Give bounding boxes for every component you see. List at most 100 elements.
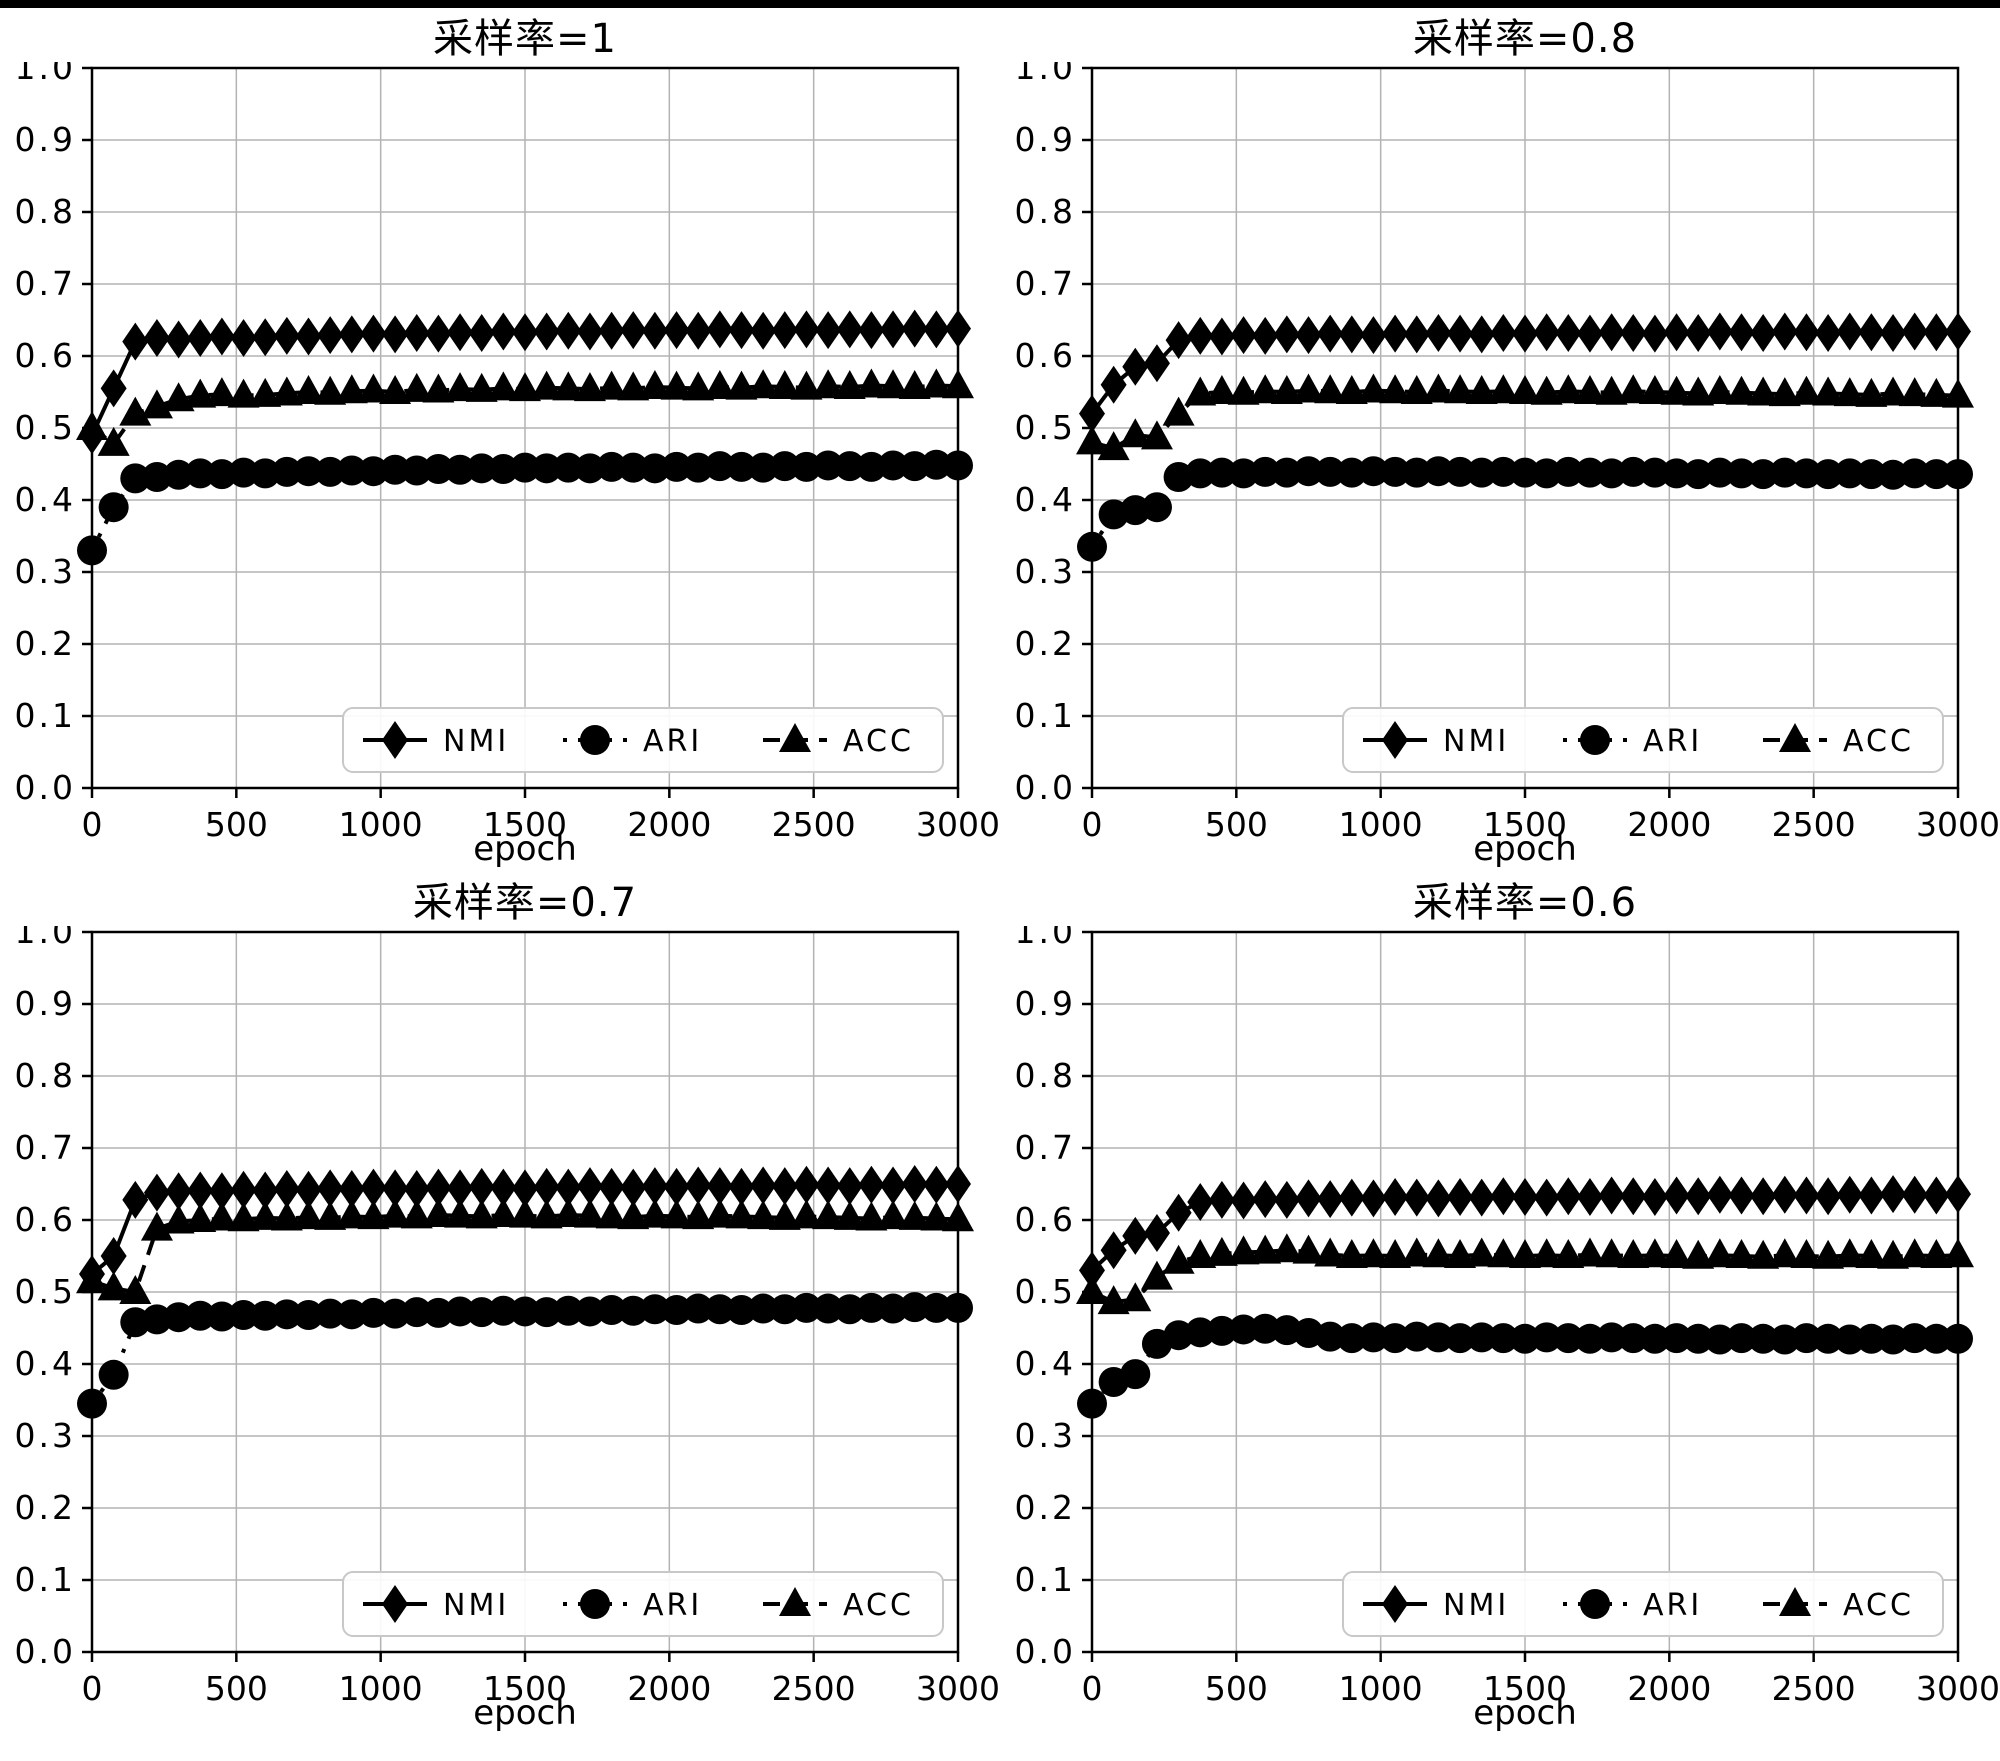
legend-label-ARI: ARI (1643, 724, 1702, 759)
x-tick-label: 1500 (483, 805, 567, 844)
y-tick-label: 0.8 (15, 192, 76, 231)
y-tick-label: 0.2 (15, 1488, 76, 1527)
legend: NMI ARI ACC (1342, 1571, 1944, 1637)
x-tick-label: 500 (205, 805, 268, 844)
x-tick-label: 1000 (1339, 1669, 1423, 1708)
x-tick-label: 2500 (1772, 1669, 1856, 1708)
x-axis-label: epoch (1473, 1693, 1577, 1733)
legend-label-ARI: ARI (1643, 1588, 1702, 1623)
y-tick-label: 0.7 (15, 264, 76, 303)
chart-plot: 0.0 0.1 0.2 0.3 0.4 0.5 0.6 0.7 0.8 0.9 1.0 0 500 100… (15, 62, 1000, 869)
y-tick-label: 0.0 (1015, 768, 1076, 807)
y-tick-label: 0.0 (1015, 1632, 1076, 1671)
charts-grid: 采样率=1 0.0 0.1 0.2 0.3 0.4 0.5 0.6 0.7 0.8 0.9 1.0 0… (0, 8, 2000, 1736)
y-tick-label: 0.9 (15, 120, 76, 159)
axes: 0.0 0.1 0.2 0.3 0.4 0.5 0.6 0.7 0.8 0.9 1.0 0 500 100… (15, 926, 1000, 1708)
y-tick-label: 0.0 (15, 768, 76, 807)
chart-panel-sampling-rate-0.7: 采样率=0.7 0.0 0.1 0.2 0.3 0.4 0.5 0.6 0.7 0.8 0.9 1.… (0, 872, 1000, 1736)
y-tick-label: 0.5 (15, 408, 76, 447)
y-tick-label: 0.8 (1015, 1056, 1076, 1095)
y-tick-label: 0.6 (1015, 336, 1076, 375)
x-tick-label: 500 (1205, 1669, 1268, 1708)
x-tick-label: 500 (1205, 805, 1268, 844)
x-tick-label: 0 (1082, 1669, 1103, 1708)
x-tick-label: 1500 (1483, 1669, 1567, 1708)
x-tick-label: 1000 (339, 1669, 423, 1708)
legend-label-ACC: ACC (843, 724, 914, 759)
y-tick-label: 0.5 (15, 1272, 76, 1311)
series-NMI (79, 309, 971, 455)
y-tick-label: 0.9 (1015, 120, 1076, 159)
y-tick-label: 0.6 (15, 336, 76, 375)
x-axis-label: epoch (1473, 829, 1577, 869)
chart-panel-sampling-rate-0.6: 采样率=0.6 0.0 0.1 0.2 0.3 0.4 0.5 0.6 0.7 0.8 0.9 1.… (1000, 872, 2000, 1736)
series-NMI (79, 1165, 971, 1293)
y-tick-label: 0.1 (15, 1560, 76, 1599)
legend-label-NMI: NMI (1443, 724, 1509, 759)
gridlines (1091, 67, 1959, 789)
legend-label-ACC: ACC (1843, 724, 1914, 759)
x-tick-label: 0 (82, 805, 103, 844)
series-ACC (76, 1197, 974, 1304)
y-tick-label: 0.1 (1015, 696, 1076, 735)
y-tick-label: 0.3 (15, 1416, 76, 1455)
x-tick-label: 3000 (916, 1669, 1000, 1708)
y-tick-label: 0.4 (1015, 480, 1076, 519)
x-tick-label: 2500 (772, 1669, 856, 1708)
chart-plot: 0.0 0.1 0.2 0.3 0.4 0.5 0.6 0.7 0.8 0.9 1.0 0 500 100… (1015, 926, 2000, 1733)
legend-label-NMI: NMI (443, 724, 509, 759)
gridlines (91, 67, 959, 789)
series-ACC (76, 368, 974, 456)
chart-panel-sampling-rate-0.8: 采样率=0.8 0.0 0.1 0.2 0.3 0.4 0.5 0.6 0.7 0.8 0.9 1.… (1000, 8, 2000, 872)
x-tick-label: 2500 (1772, 805, 1856, 844)
y-tick-label: 0.2 (1015, 1488, 1076, 1527)
x-tick-label: 1500 (1483, 805, 1567, 844)
chart-plot: 0.0 0.1 0.2 0.3 0.4 0.5 0.6 0.7 0.8 0.9 1.0 0 500 100… (1015, 62, 2000, 869)
y-tick-label: 0.3 (1015, 1416, 1076, 1455)
y-tick-label: 1.0 (15, 62, 76, 87)
y-tick-label: 0.0 (15, 1632, 76, 1671)
y-tick-label: 0.6 (1015, 1200, 1076, 1239)
y-tick-label: 0.9 (1015, 984, 1076, 1023)
chart-title: 采样率=0.7 (412, 880, 638, 926)
y-tick-label: 0.3 (1015, 552, 1076, 591)
y-tick-label: 0.1 (15, 696, 76, 735)
x-tick-label: 1500 (483, 1669, 567, 1708)
legend-label-ACC: ACC (1843, 1588, 1914, 1623)
x-tick-label: 2000 (1627, 805, 1711, 844)
legend: NMI ARI ACC (342, 707, 944, 773)
y-tick-label: 0.9 (15, 984, 76, 1023)
axes: 0.0 0.1 0.2 0.3 0.4 0.5 0.6 0.7 0.8 0.9 1.0 0 500 100… (1015, 62, 2000, 844)
gridlines (91, 931, 959, 1653)
y-tick-label: 0.8 (1015, 192, 1076, 231)
legend: NMI ARI ACC (1342, 707, 1944, 773)
chart-title: 采样率=0.8 (1412, 16, 1638, 62)
x-tick-label: 3000 (1916, 805, 2000, 844)
y-tick-label: 0.6 (15, 1200, 76, 1239)
y-tick-label: 1.0 (15, 926, 76, 951)
x-tick-label: 3000 (916, 805, 1000, 844)
legend: NMI ARI ACC (342, 1571, 944, 1637)
x-tick-label: 2000 (627, 1669, 711, 1708)
x-tick-label: 2000 (1627, 1669, 1711, 1708)
x-tick-label: 2500 (772, 805, 856, 844)
chart-panel-sampling-rate-1: 采样率=1 0.0 0.1 0.2 0.3 0.4 0.5 0.6 0.7 0.8 0.9 1.0 0… (0, 8, 1000, 872)
axes: 0.0 0.1 0.2 0.3 0.4 0.5 0.6 0.7 0.8 0.9 1.0 0 500 100… (1015, 926, 2000, 1708)
legend-label-NMI: NMI (443, 1588, 509, 1623)
y-tick-label: 0.7 (1015, 264, 1076, 303)
y-tick-label: 1.0 (1015, 62, 1076, 87)
series-NMI (1079, 1175, 1971, 1290)
x-axis-label: epoch (473, 1693, 577, 1733)
legend-label-NMI: NMI (1443, 1588, 1509, 1623)
y-tick-label: 0.4 (15, 480, 76, 519)
top-border (0, 0, 2000, 8)
series-ACC (1076, 1233, 1974, 1315)
x-tick-label: 1000 (339, 805, 423, 844)
y-tick-label: 0.7 (15, 1128, 76, 1167)
chart-title: 采样率=1 (433, 16, 617, 62)
y-tick-label: 0.8 (15, 1056, 76, 1095)
x-tick-label: 0 (82, 1669, 103, 1708)
legend-label-ARI: ARI (643, 724, 702, 759)
x-tick-label: 3000 (1916, 1669, 2000, 1708)
y-tick-label: 0.2 (1015, 624, 1076, 663)
